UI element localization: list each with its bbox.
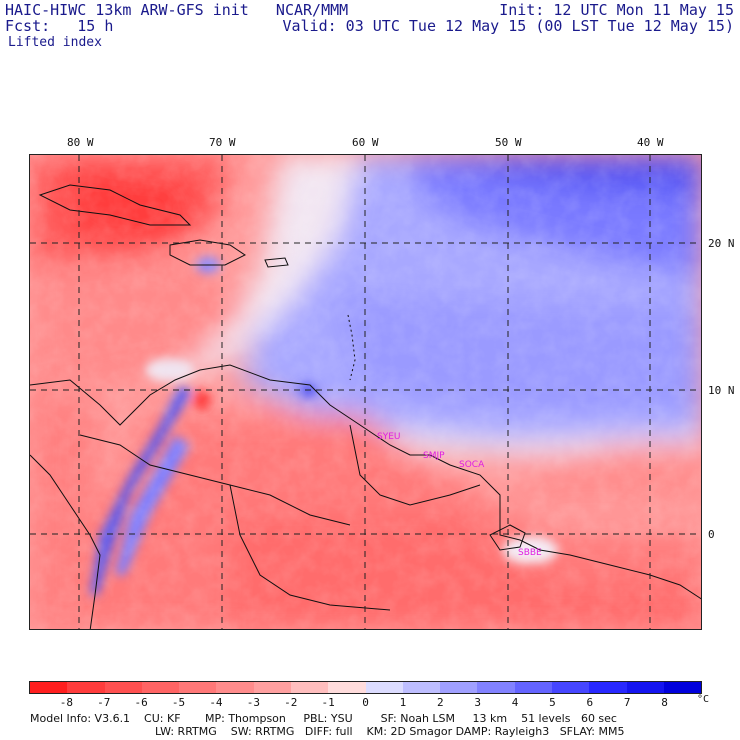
colorbar-tick-label: 7 — [623, 696, 631, 709]
colorbar-tick-label: -7 — [97, 696, 111, 709]
lat-label-20n: 20 N — [708, 237, 735, 250]
colorbar-tick-label: 8 — [661, 696, 668, 709]
colorbar-tick-label: 6 — [586, 696, 594, 709]
colorbar-tick-label: -5 — [171, 696, 186, 709]
colorbar-tick-label: -2 — [284, 696, 298, 709]
colorbar-tick-label: 2 — [436, 696, 444, 709]
lifted-index-map — [29, 154, 702, 630]
station-label-soca: SOCA — [459, 460, 485, 470]
field-name: Lifted index — [8, 35, 102, 50]
station-label-syeu: SYEU — [377, 432, 401, 442]
hispaniola-outline — [169, 239, 246, 266]
lat-label-10n: 10 N — [708, 384, 735, 397]
lesser-antilles — [347, 314, 356, 381]
lat-label-0: 0 — [708, 528, 715, 541]
colorbar-tick-label: -4 — [209, 696, 223, 709]
init-time: Init: 12 UTC Mon 11 May 15 — [499, 1, 734, 19]
colorbar-cell — [30, 682, 68, 693]
lon-label-80w: 80 W — [67, 136, 94, 149]
south-america-coast — [30, 364, 701, 600]
colorbar-cell — [328, 682, 366, 693]
latlon-grid — [30, 155, 701, 629]
forecast-hour: Fcst: 15 h — [5, 17, 114, 35]
map-canvas — [30, 155, 701, 629]
lon-label-40w: 40 W — [637, 136, 664, 149]
colorbar-tick-label: 5 — [549, 696, 556, 709]
colorbar-tick-label: 3 — [474, 696, 481, 709]
colorbar-cell — [179, 682, 217, 693]
colorbar-tick-label: -3 — [246, 696, 260, 709]
border-line-3 — [349, 424, 481, 506]
colorbar-cell — [67, 682, 105, 693]
cuba-outline — [38, 184, 192, 226]
pacific-coast — [30, 454, 101, 629]
colorbar-tick-label: 0 — [362, 696, 369, 709]
marajo-outline — [489, 524, 526, 551]
colorbar-cell — [626, 682, 664, 693]
colorbar-cell — [514, 682, 552, 693]
colorbar-cell — [551, 682, 590, 693]
colorbar-cell — [365, 682, 403, 693]
colorbar-tick-label: -8 — [59, 696, 73, 709]
colorbar-cell — [253, 682, 291, 693]
colorbar-tick-label: 1 — [399, 696, 407, 709]
model-title: HAIC-HIWC 13km ARW-GFS init NCAR/MMM — [5, 1, 349, 19]
footer-model-info: Model Info: V3.6.1 CU: KF MP: Thompson P… — [30, 712, 617, 725]
border-line-2 — [229, 484, 391, 611]
colorbar-cell — [589, 682, 627, 693]
station-label-sbbe: SBBE — [518, 548, 542, 558]
colorbar-unit: °C — [697, 694, 710, 705]
colorbar — [29, 681, 702, 694]
footer-physics-info: LW: RRTMG SW: RRTMG DIFF: full KM: 2D Sm… — [155, 725, 625, 738]
colorbar-tick-label: -6 — [134, 696, 148, 709]
border-line-1 — [79, 434, 351, 526]
lon-label-50w: 50 W — [495, 136, 522, 149]
colorbar-cell — [290, 682, 329, 693]
colorbar-cell — [440, 682, 478, 693]
coastlines — [30, 184, 701, 629]
station-label-smjp: SMJP — [423, 451, 445, 461]
colorbar-tick-label: 4 — [511, 696, 519, 709]
puerto-rico-outline — [264, 257, 289, 268]
colorbar-cell — [104, 682, 142, 693]
colorbar-cell — [402, 682, 441, 693]
valid-time: Valid: 03 UTC Tue 12 May 15 (00 LST Tue … — [282, 17, 734, 35]
field-texture — [30, 155, 701, 629]
colorbar-cell — [477, 682, 515, 693]
colorbar-cell — [141, 682, 180, 693]
lon-label-60w: 60 W — [352, 136, 379, 149]
colorbar-tick-label: -1 — [321, 696, 335, 709]
colorbar-cell — [663, 682, 702, 693]
colorbar-cell — [216, 682, 254, 693]
lon-label-70w: 70 W — [209, 136, 236, 149]
